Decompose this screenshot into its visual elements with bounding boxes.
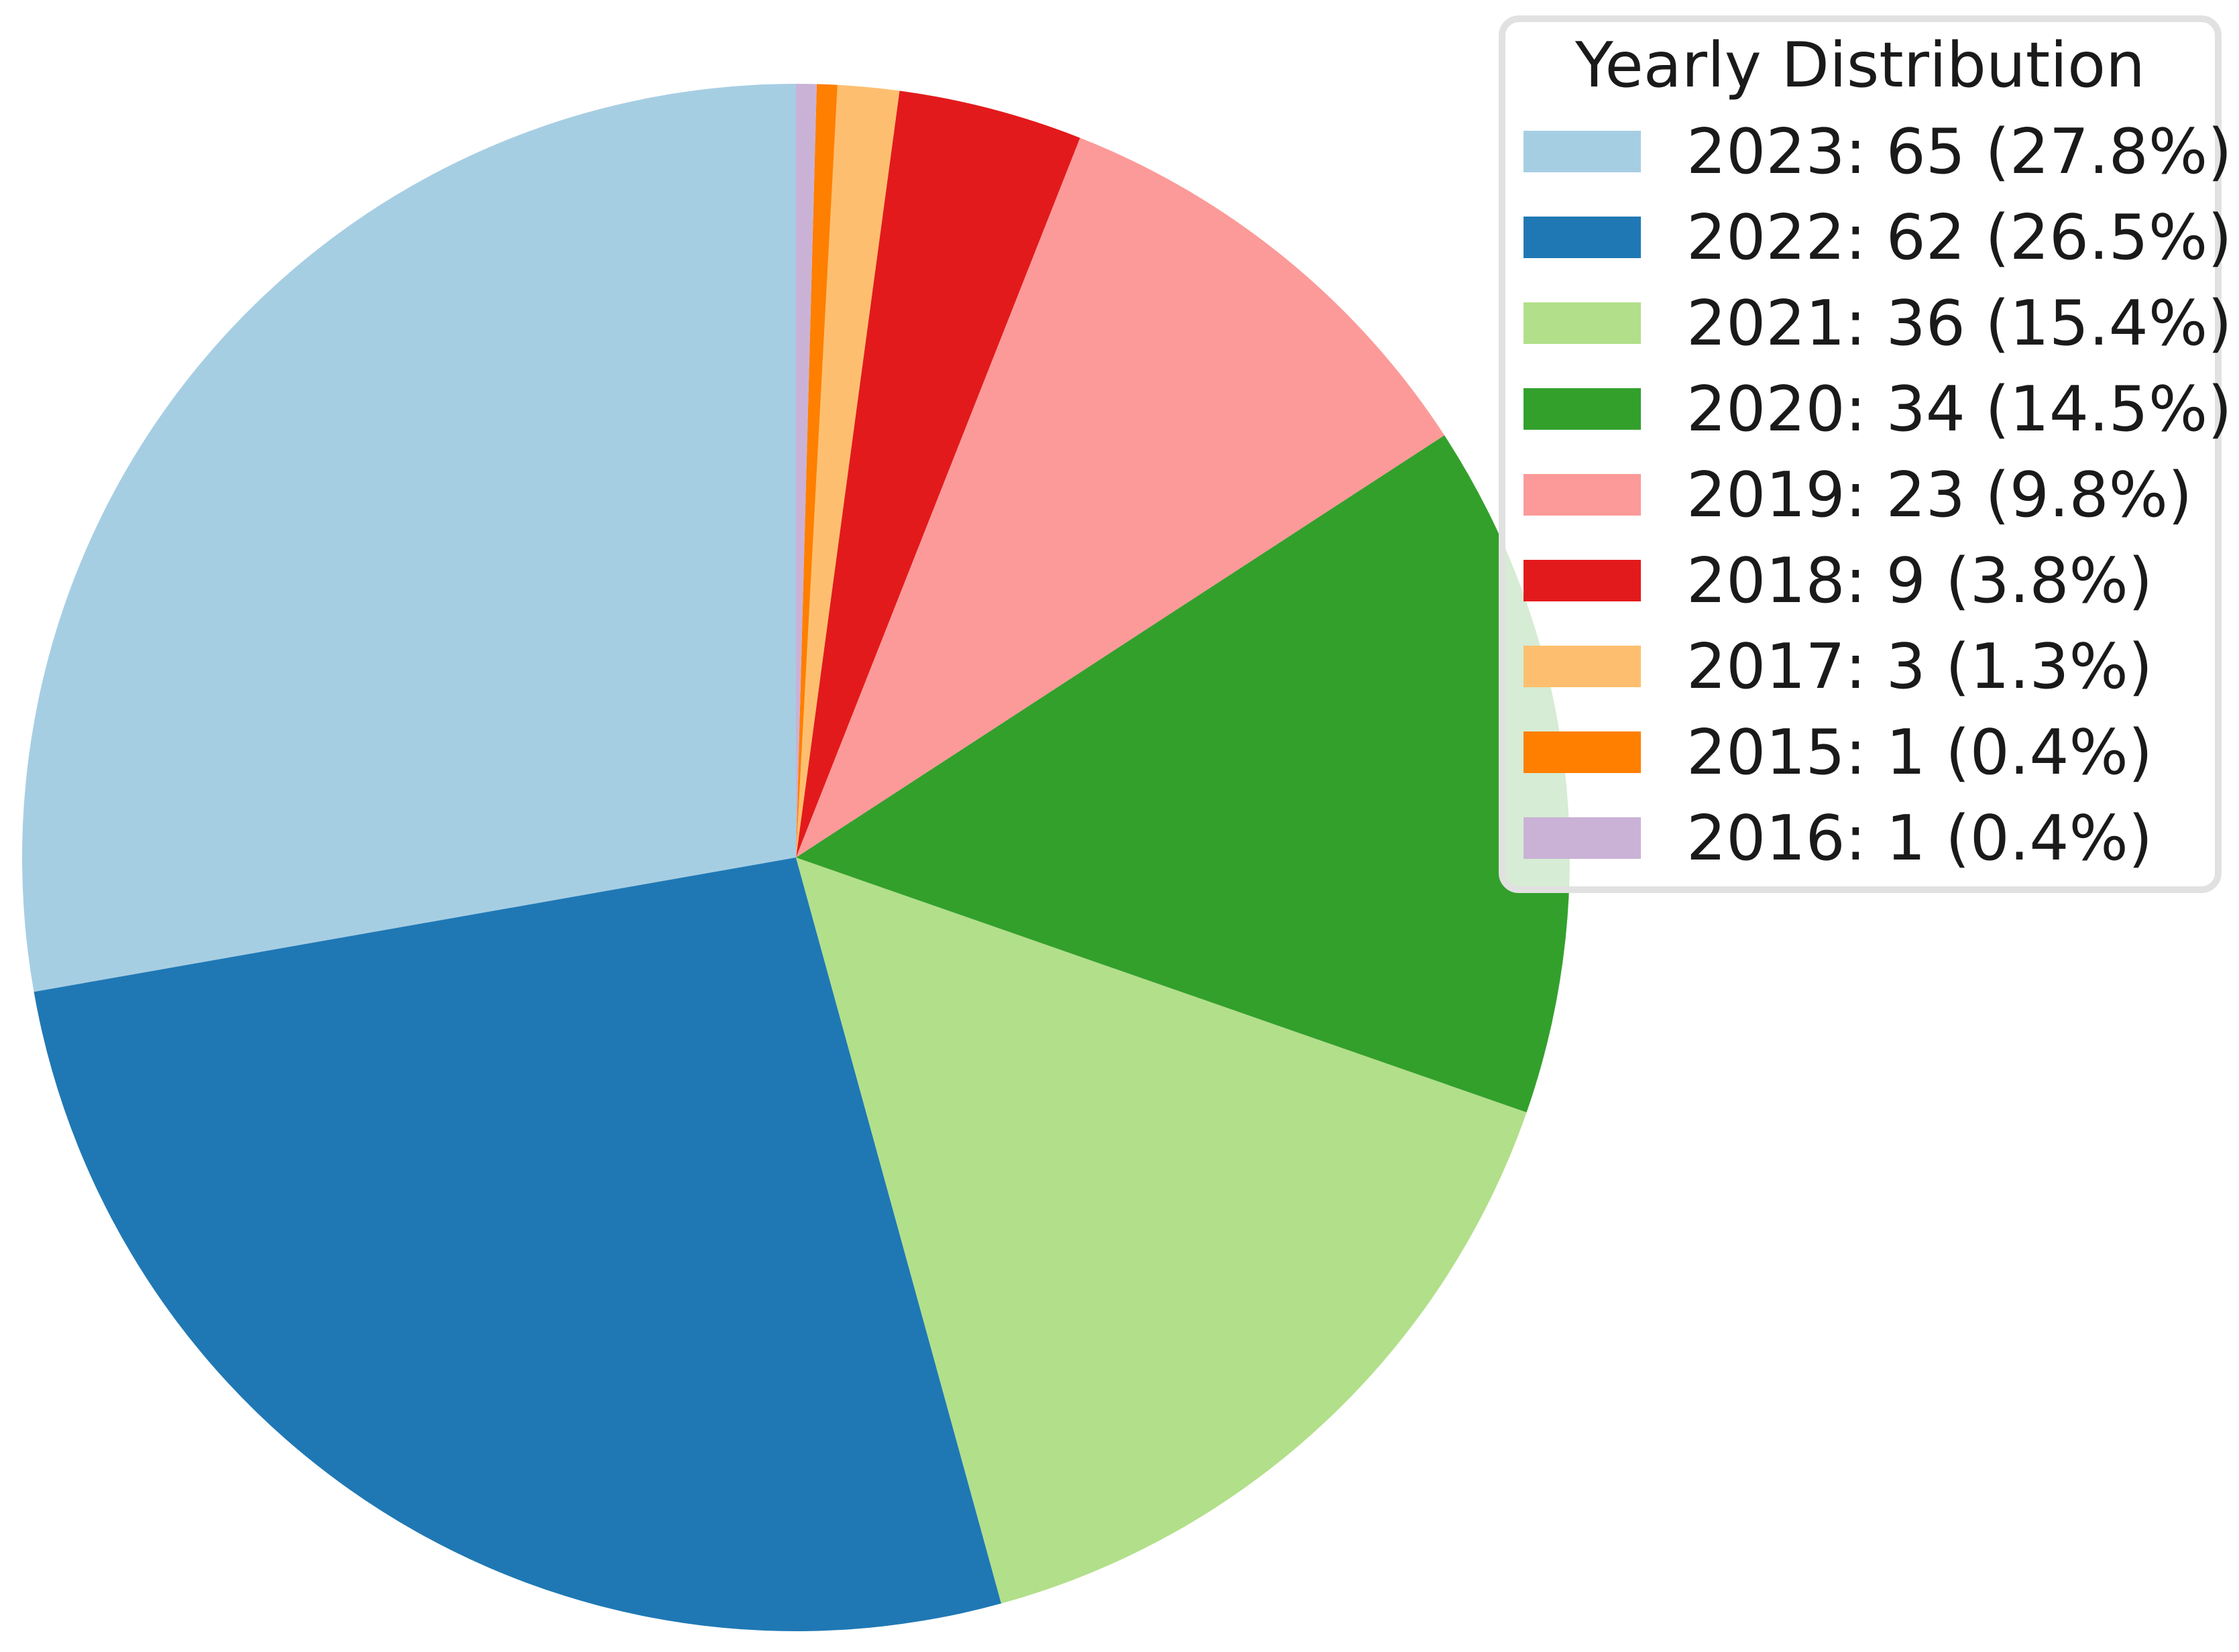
legend-row-2023: 2023: 65 (27.8%) (1524, 109, 2232, 194)
legend-label-2018: 2018: 9 (3.8%) (1686, 544, 2153, 617)
legend-swatch-2019 (1524, 474, 1641, 516)
pie-wedge-2015 (796, 84, 838, 858)
legend-row-2022: 2022: 62 (26.5%) (1524, 194, 2232, 280)
legend-row-2015: 2015: 1 (0.4%) (1524, 709, 2215, 795)
legend-title: Yearly Distribution (1575, 29, 2145, 101)
pie-wedge-2019 (796, 137, 1444, 858)
legend-label-2023: 2023: 65 (27.8%) (1686, 115, 2232, 188)
legend-rows: 2023: 65 (27.8%) 2022: 62 (26.5%) 2021: … (1505, 109, 2232, 881)
legend-label-2022: 2022: 62 (26.5%) (1686, 200, 2232, 274)
pie-wedge-2023 (21, 84, 797, 992)
legend-row-2021: 2021: 36 (15.4%) (1524, 280, 2232, 366)
legend-label-2017: 2017: 3 (1.3%) (1686, 630, 2153, 703)
pie-wedge-2017 (796, 84, 900, 858)
legend-swatch-2016 (1524, 817, 1641, 859)
legend-label-2021: 2021: 36 (15.4%) (1686, 286, 2232, 359)
legend-swatch-2023 (1524, 131, 1641, 172)
legend-swatch-2021 (1524, 302, 1641, 344)
legend-swatch-2020 (1524, 388, 1641, 430)
legend-label-2016: 2016: 1 (0.4%) (1686, 801, 2153, 874)
legend-swatch-2022 (1524, 217, 1641, 258)
legend-row-2016: 2016: 1 (0.4%) (1524, 795, 2215, 881)
pie-wedge-2020 (796, 435, 1570, 1113)
legend-row-2020: 2020: 34 (14.5%) (1524, 366, 2232, 452)
pie-wedge-2021 (796, 858, 1527, 1604)
legend-row-2017: 2017: 3 (1.3%) (1524, 624, 2215, 709)
legend-label-2019: 2019: 23 (9.8%) (1686, 458, 2193, 531)
legend-label-2015: 2015: 1 (0.4%) (1686, 715, 2153, 788)
legend-label-2020: 2020: 34 (14.5%) (1686, 372, 2232, 445)
legend-swatch-2018 (1524, 560, 1641, 601)
legend-row-2018: 2018: 9 (3.8%) (1524, 538, 2215, 624)
legend-swatch-2017 (1524, 646, 1641, 687)
legend-row-2019: 2019: 23 (9.8%) (1524, 452, 2215, 538)
chart-legend: Yearly Distribution 2023: 65 (27.8%) 202… (1499, 15, 2232, 893)
pie-wedge-2018 (796, 91, 1080, 858)
legend-swatch-2015 (1524, 731, 1641, 773)
pie-wedge-2016 (796, 84, 817, 858)
pie-wedge-2022 (34, 858, 1002, 1632)
